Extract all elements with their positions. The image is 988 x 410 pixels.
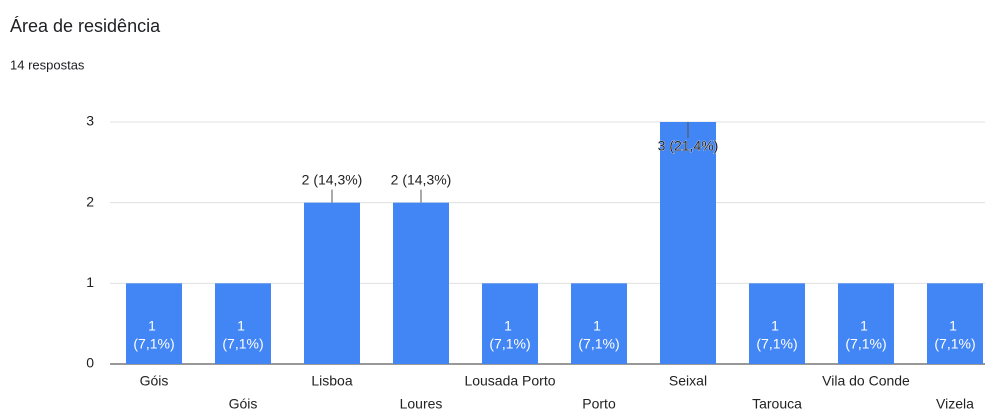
y-tick-label: 2: [86, 193, 94, 209]
data-label: 2 (14,3%): [391, 171, 452, 187]
data-label: 1 (7,1%): [133, 317, 174, 351]
x-tick-label: Porto: [582, 396, 616, 410]
data-label: 1 (7,1%): [756, 317, 797, 351]
data-label: 1 (7,1%): [934, 317, 975, 351]
bar: [215, 283, 271, 364]
chart-subtitle: 14 respostas: [10, 57, 85, 72]
bar: [571, 283, 627, 364]
bar: [126, 283, 182, 364]
data-label: 1 (7,1%): [489, 317, 530, 351]
bar: [393, 202, 449, 364]
x-tick-label: Vila do Conde: [822, 373, 910, 389]
y-tick-label: 3: [86, 113, 94, 129]
bar: [304, 202, 360, 364]
chart-title: Área de residência: [10, 16, 161, 36]
y-tick-label: 0: [86, 355, 94, 371]
data-label: 1 (7,1%): [222, 317, 263, 351]
x-tick-label: Góis: [140, 373, 169, 389]
x-tick-label: Góis: [229, 396, 258, 410]
y-tick-label: 1: [86, 274, 94, 290]
x-tick-label: Lisboa: [311, 373, 352, 389]
x-tick-label: Loures: [400, 396, 443, 410]
bar: [927, 283, 983, 364]
data-label: 1 (7,1%): [845, 317, 886, 351]
data-label: 2 (14,3%): [302, 171, 363, 187]
x-tick-label: Tarouca: [752, 396, 802, 410]
x-tick-label: Seixal: [669, 373, 707, 389]
data-label: 3 (21,4%): [658, 138, 719, 154]
x-tick-label: Vizela: [936, 396, 974, 410]
bar: [660, 122, 716, 364]
bar: [482, 283, 538, 364]
x-tick-label: Lousada Porto: [464, 373, 555, 389]
bar: [749, 283, 805, 364]
data-label: 1 (7,1%): [578, 317, 619, 351]
bar: [838, 283, 894, 364]
